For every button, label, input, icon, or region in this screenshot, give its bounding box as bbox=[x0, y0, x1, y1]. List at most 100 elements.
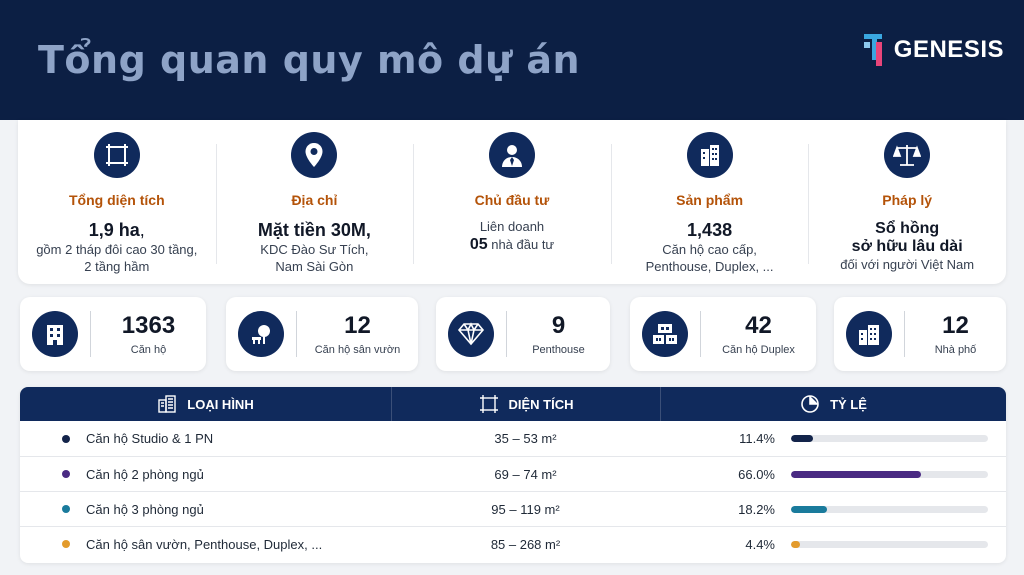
row-ratio-value: 11.4% bbox=[739, 431, 775, 446]
row-type: Căn hộ sân vườn, Penthouse, Duplex, ... bbox=[20, 537, 391, 552]
stat-caption: Căn hộ Duplex bbox=[722, 344, 795, 356]
product-detail-2: Penthouse, Duplex, ... bbox=[645, 259, 774, 274]
header-bar: Tổng quan quy mô dự án GENESIS bbox=[0, 0, 1024, 120]
ratio-bar-track bbox=[791, 505, 988, 513]
legal-value-1: Sổ hồng bbox=[875, 220, 940, 237]
summary-legal: Pháp lý Sổ hồng sở hữu lâu dài đối với n… bbox=[808, 120, 1006, 284]
row-ratio: 4.4% bbox=[660, 537, 1006, 552]
stat-value-box: 12 Căn hộ sân vườn bbox=[297, 312, 418, 356]
stat-value: 1363 bbox=[121, 312, 176, 339]
stat-caption: Căn hộ bbox=[130, 344, 167, 356]
legal-detail: đối với người Việt Nam bbox=[840, 257, 975, 272]
ratio-bar-track bbox=[791, 435, 988, 442]
summary-address: Địa chỉ Mặt tiền 30M, KDC Đào Sư Tích, N… bbox=[215, 120, 414, 284]
stat-caption: Penthouse bbox=[532, 344, 585, 356]
product-detail-1: Căn hộ cao cấp, bbox=[662, 242, 757, 257]
row-type-label: Căn hộ Studio & 1 PN bbox=[86, 431, 214, 446]
row-type: Căn hộ Studio & 1 PN bbox=[20, 431, 391, 446]
stat-value: 12 bbox=[344, 312, 371, 339]
ratio-bar-fill bbox=[791, 505, 827, 513]
row-area: 35 – 53 m² bbox=[494, 431, 557, 446]
stat-divider bbox=[506, 311, 507, 357]
area-icon bbox=[479, 395, 498, 413]
row-area: 85 – 268 m² bbox=[490, 536, 561, 552]
row-ratio: 11.4% bbox=[660, 431, 1006, 446]
building-icon bbox=[686, 132, 733, 178]
ratio-bar-fill bbox=[791, 470, 922, 478]
stat-card-townhouse: 12 Nhà phố bbox=[834, 297, 1006, 371]
row-type-label: Căn hộ sân vườn, Penthouse, Duplex, ... bbox=[86, 536, 323, 552]
ratio-bar-track bbox=[791, 540, 988, 548]
address-value: Mặt tiền 30M, bbox=[257, 220, 371, 240]
ratio-bar-fill bbox=[791, 435, 814, 442]
duplex-icon bbox=[642, 311, 688, 357]
legal-value-2: sở hữu lâu dài bbox=[851, 238, 963, 255]
stat-value: 42 bbox=[745, 312, 772, 339]
building-icon bbox=[158, 395, 176, 413]
unit-type-table: LOẠI HÌNH DIỆN TÍCH TỶ LỆ Căn hộ Studio … bbox=[20, 387, 1006, 563]
stat-card-apartments: 1363 Căn hộ bbox=[20, 297, 206, 371]
genesis-logo-icon bbox=[862, 32, 890, 68]
stat-value: 12 bbox=[942, 312, 969, 339]
legal-label: Pháp lý bbox=[882, 192, 933, 208]
area-value: 1,9 ha, bbox=[88, 220, 145, 240]
logo-text: GENESIS bbox=[893, 36, 1004, 63]
row-area: 95 – 119 m² bbox=[491, 501, 560, 517]
area-detail-1: gồm 2 tháp đôi cao 30 tầng, bbox=[36, 242, 198, 257]
table-row: Căn hộ sân vườn, Penthouse, Duplex, ... 8… bbox=[20, 526, 1006, 561]
townhouse-icon bbox=[846, 311, 892, 357]
investor-detail: Liên doanh 05 nhà đầu tư bbox=[469, 219, 555, 253]
diamond-icon bbox=[448, 311, 494, 357]
stat-divider bbox=[296, 311, 297, 357]
row-ratio-value: 18.2% bbox=[738, 501, 775, 517]
stat-card-penthouse: 9 Penthouse bbox=[436, 297, 610, 371]
series-dot bbox=[62, 540, 70, 548]
stat-card-duplex: 42 Căn hộ Duplex bbox=[630, 297, 816, 371]
stat-divider bbox=[700, 311, 701, 357]
address-label: Địa chỉ bbox=[291, 192, 338, 208]
row-ratio-value: 66.0% bbox=[738, 466, 775, 482]
row-type: Căn hộ 3 phòng ngủ bbox=[20, 502, 391, 517]
location-pin-icon bbox=[291, 132, 338, 178]
row-ratio: 66.0% bbox=[660, 467, 1006, 482]
summary-area: Tổng diện tích 1,9 ha, gồm 2 tháp đôi ca… bbox=[18, 120, 216, 284]
series-dot bbox=[62, 434, 70, 443]
investor-label: Chủ đầu tư bbox=[474, 192, 550, 208]
header-type: LOẠI HÌNH bbox=[20, 387, 391, 421]
businessman-icon bbox=[488, 132, 535, 178]
stat-caption: Căn hộ sân vườn bbox=[314, 344, 401, 356]
page-title: Tổng quan quy mô dự án bbox=[38, 38, 581, 82]
ratio-bar-track bbox=[791, 470, 988, 478]
garden-tree-icon bbox=[238, 311, 284, 357]
stat-value-box: 12 Nhà phố bbox=[905, 312, 1006, 356]
address-detail-2: Nam Sài Gòn bbox=[275, 259, 354, 274]
stat-value-box: 9 Penthouse bbox=[507, 312, 610, 356]
header-ratio: TỶ LỆ bbox=[660, 387, 1006, 421]
header-area: DIỆN TÍCH bbox=[391, 387, 660, 421]
stat-card-garden-apartments: 12 Căn hộ sân vườn bbox=[226, 297, 418, 371]
summary-card: Tổng diện tích 1,9 ha, gồm 2 tháp đôi ca… bbox=[18, 120, 1006, 284]
address-detail-1: KDC Đào Sư Tích, bbox=[260, 242, 369, 257]
table-body: Căn hộ Studio & 1 PN 35 – 53 m² 11.4% Căn h… bbox=[20, 421, 1006, 561]
row-ratio-value: 4.4% bbox=[745, 536, 775, 552]
stat-value-box: 42 Căn hộ Duplex bbox=[701, 312, 816, 356]
row-area: 69 – 74 m² bbox=[494, 466, 557, 482]
ratio-bar-fill bbox=[791, 540, 800, 548]
row-type-label: Căn hộ 2 phòng ngủ bbox=[86, 466, 204, 482]
genesis-logo: GENESIS bbox=[862, 32, 1004, 68]
series-dot bbox=[62, 470, 70, 478]
table-row: Căn hộ 2 phòng ngủ 69 – 74 m² 66.0% bbox=[20, 456, 1006, 491]
stat-divider bbox=[904, 311, 905, 357]
table-header: LOẠI HÌNH DIỆN TÍCH TỶ LỆ bbox=[20, 387, 1006, 421]
product-label: Sản phẩm bbox=[676, 192, 744, 208]
series-dot bbox=[62, 505, 70, 513]
row-type: Căn hộ 2 phòng ngủ bbox=[20, 467, 391, 482]
pie-chart-icon bbox=[801, 395, 819, 413]
stat-value: 9 bbox=[551, 312, 566, 339]
apartment-icon bbox=[32, 311, 78, 357]
area-label: Tổng diện tích bbox=[68, 192, 165, 208]
area-icon bbox=[93, 132, 140, 178]
stat-caption: Nhà phố bbox=[934, 344, 977, 356]
row-type-label: Căn hộ 3 phòng ngủ bbox=[86, 501, 204, 517]
product-value: 1,438 bbox=[687, 220, 733, 240]
